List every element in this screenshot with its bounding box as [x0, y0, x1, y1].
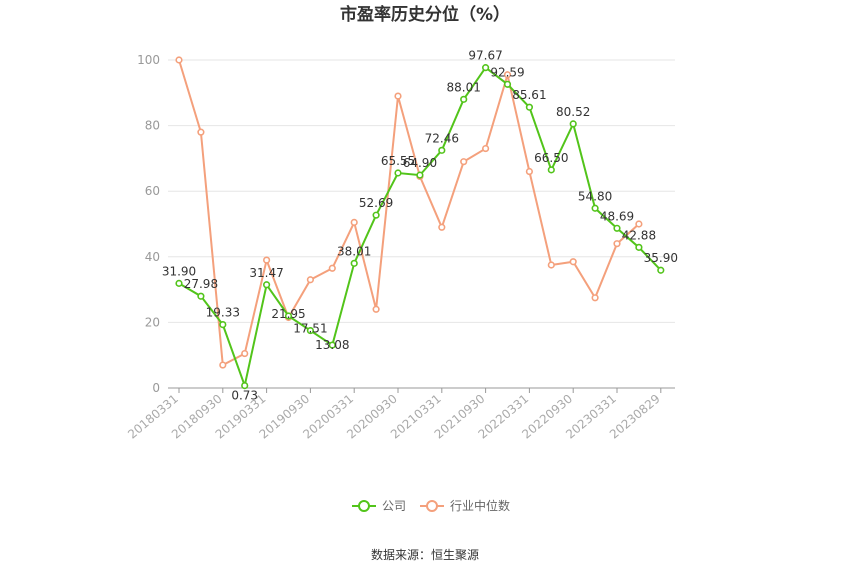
data-label: 85.61	[512, 88, 546, 102]
data-label: 42.88	[622, 228, 656, 242]
legend-label: 公司	[382, 499, 406, 513]
data-point[interactable]	[635, 243, 643, 251]
y-tick-label: 100	[137, 53, 160, 67]
data-point[interactable]	[460, 95, 468, 103]
data-label: 35.90	[644, 251, 678, 265]
data-point[interactable]	[547, 166, 555, 174]
legend-item-industry-median[interactable]: 行业中位数	[420, 498, 510, 513]
data-point[interactable]	[591, 204, 599, 212]
data-label: 0.73	[231, 389, 258, 403]
y-tick-label: 40	[145, 250, 160, 264]
data-point[interactable]	[613, 224, 621, 232]
series-line-industry-median	[178, 59, 640, 367]
data-label: 17.51	[293, 322, 327, 336]
data-label: 27.98	[184, 277, 218, 291]
data-point[interactable]	[394, 92, 402, 100]
legend-item-company[interactable]: 公司	[352, 499, 406, 513]
data-point[interactable]	[197, 128, 205, 136]
data-point[interactable]	[569, 258, 577, 266]
data-label: 97.67	[468, 49, 502, 63]
data-point[interactable]	[306, 326, 315, 335]
data-point[interactable]	[394, 169, 402, 177]
data-label: 64.90	[403, 156, 437, 170]
data-point[interactable]	[482, 144, 490, 153]
data-point[interactable]	[328, 341, 336, 349]
data-point[interactable]	[263, 256, 271, 264]
data-label: 19.33	[206, 306, 240, 320]
data-point[interactable]	[372, 211, 380, 219]
data-point[interactable]	[372, 305, 380, 313]
y-tick-label: 80	[145, 119, 160, 133]
data-point[interactable]	[547, 261, 555, 269]
data-label: 31.90	[162, 264, 196, 278]
data-point[interactable]	[482, 64, 490, 72]
data-point[interactable]	[569, 120, 577, 128]
data-point[interactable]	[306, 276, 315, 284]
data-label: 92.59	[490, 65, 524, 79]
data-point[interactable]	[197, 292, 205, 300]
data-point[interactable]	[416, 171, 424, 179]
data-point[interactable]	[241, 382, 249, 390]
data-label: 38.01	[337, 244, 371, 258]
data-point[interactable]	[438, 223, 446, 231]
data-label: 52.69	[359, 196, 393, 210]
data-point[interactable]	[175, 56, 183, 64]
grid	[168, 59, 675, 323]
y-tick-label: 60	[145, 184, 160, 198]
legend-marker	[426, 500, 438, 512]
data-point[interactable]	[525, 167, 534, 176]
data-label: 88.01	[447, 80, 481, 94]
data-point[interactable]	[219, 361, 227, 369]
data-point[interactable]	[328, 264, 336, 272]
data-label: 80.52	[556, 105, 590, 119]
data-point[interactable]	[175, 279, 183, 287]
axes: 0204060801002018033120180930201903312019…	[125, 53, 675, 442]
data-label: 66.50	[534, 151, 568, 165]
legend-marker	[358, 500, 370, 512]
data-point[interactable]	[503, 80, 512, 88]
data-point[interactable]	[219, 320, 227, 329]
data-point[interactable]	[635, 220, 643, 228]
legend[interactable]: 公司 行业中位数	[352, 498, 510, 513]
data-point[interactable]	[525, 103, 534, 111]
data-point[interactable]	[591, 294, 599, 302]
data-label: 48.69	[600, 209, 634, 223]
data-point[interactable]	[284, 312, 293, 320]
data-label: 54.80	[578, 189, 612, 203]
data-source: 数据来源：恒生聚源	[371, 547, 479, 562]
data-label: 72.46	[425, 131, 459, 145]
chart-title: 市盈率历史分位（%）	[340, 4, 510, 25]
data-label: 21.95	[271, 307, 305, 321]
data-point[interactable]	[241, 349, 249, 358]
data-point[interactable]	[460, 158, 468, 166]
data-label: 13.08	[315, 338, 349, 352]
data-point[interactable]	[503, 71, 512, 79]
data-point[interactable]	[438, 146, 446, 154]
data-point[interactable]	[613, 240, 621, 248]
y-tick-label: 20	[145, 315, 160, 329]
data-point[interactable]	[350, 259, 358, 267]
data-label: 65.55	[381, 154, 415, 168]
y-tick-label: 0	[152, 381, 160, 395]
data-point[interactable]	[350, 218, 358, 226]
data-point[interactable]	[657, 266, 665, 274]
legend-label: 行业中位数	[450, 498, 510, 513]
series	[175, 56, 665, 390]
data-label: 31.47	[249, 266, 283, 280]
data-point[interactable]	[263, 281, 271, 289]
